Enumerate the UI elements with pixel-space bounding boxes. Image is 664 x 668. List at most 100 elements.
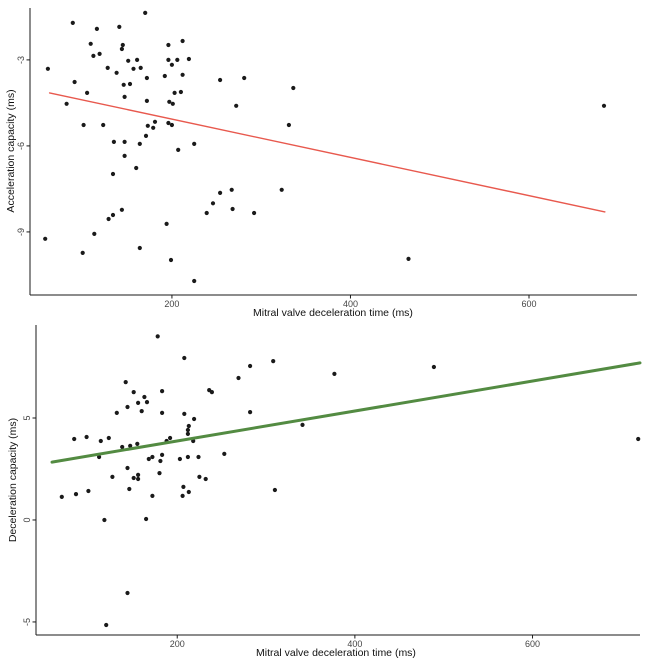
data-point (127, 486, 132, 492)
data-point (144, 400, 150, 405)
data-point (119, 207, 124, 212)
data-point (102, 517, 107, 523)
data-point (150, 493, 155, 498)
data-point (106, 216, 111, 222)
data-point (229, 187, 234, 192)
data-point (160, 389, 165, 394)
data-point (279, 187, 284, 192)
data-point (94, 26, 99, 31)
data-point (131, 390, 136, 395)
data-point (125, 590, 130, 596)
data-point (143, 10, 148, 15)
data-point (176, 147, 181, 152)
data-point (72, 79, 77, 85)
data-point (143, 133, 149, 138)
data-point (101, 122, 106, 128)
data-point (131, 66, 136, 71)
data-point (203, 476, 208, 482)
data-point (210, 201, 216, 206)
data-point (157, 471, 162, 476)
data-point (80, 250, 85, 255)
data-point (248, 363, 253, 369)
data-point (120, 42, 125, 48)
bottom-y-axis-title: Deceleration capacity (ms) (7, 417, 19, 543)
data-point (218, 190, 223, 195)
y-tick-label: -6 (16, 141, 26, 150)
data-point (136, 472, 141, 477)
data-point (175, 57, 180, 63)
y-tick-label: 5 (22, 415, 32, 421)
data-point (169, 122, 174, 128)
x-tick-label: 400 (342, 299, 358, 309)
negative-trend-line (48, 92, 606, 213)
data-point (88, 41, 93, 46)
data-point (186, 489, 191, 495)
data-point (114, 70, 119, 75)
data-point (300, 422, 305, 427)
y-tick-label: -9 (16, 227, 26, 236)
data-point (332, 371, 337, 376)
data-point (127, 81, 133, 87)
data-point (166, 120, 171, 126)
data-point (121, 82, 126, 87)
data-point (192, 278, 197, 284)
data-point (137, 141, 142, 146)
data-point (70, 20, 75, 25)
data-point (139, 409, 144, 414)
data-point (236, 375, 241, 381)
data-point (105, 65, 110, 70)
data-point (110, 474, 115, 479)
data-point (97, 51, 102, 57)
data-point (167, 99, 172, 104)
data-point (144, 516, 149, 522)
data-point (126, 58, 131, 63)
data-point (160, 452, 165, 457)
data-point (110, 171, 116, 177)
data-point (431, 364, 436, 370)
data-point (166, 57, 171, 63)
data-point (59, 494, 64, 499)
data-point (146, 456, 151, 462)
data-point (131, 475, 136, 481)
x-tick-label: 200 (169, 639, 185, 649)
data-point (180, 493, 185, 498)
data-point (72, 436, 77, 442)
data-point (114, 410, 119, 415)
data-point (106, 435, 111, 441)
data-point (122, 94, 127, 99)
data-point (160, 410, 165, 415)
data-point (178, 89, 183, 95)
data-point (180, 38, 185, 44)
data-point (182, 411, 187, 416)
data-point (119, 46, 124, 52)
data-point (123, 380, 128, 385)
data-point (98, 438, 103, 444)
data-point (234, 103, 239, 108)
data-point (185, 431, 190, 436)
data-point (169, 62, 174, 67)
y-tick-label: 0 (22, 517, 32, 523)
data-point (636, 436, 641, 442)
bottom-plot-group (32, 325, 642, 639)
data-point (158, 458, 163, 464)
data-point (197, 474, 202, 479)
data-point (185, 427, 190, 433)
data-point (172, 90, 177, 95)
data-point (177, 456, 182, 462)
data-point (601, 103, 607, 108)
x-tick-label: 600 (525, 639, 541, 649)
data-point (291, 85, 296, 91)
data-point (125, 465, 130, 471)
data-point (136, 476, 141, 482)
data-point (181, 484, 186, 489)
data-point (218, 77, 223, 83)
data-point (252, 210, 257, 216)
data-point (196, 454, 201, 460)
data-point (138, 65, 143, 70)
y-tick-label: -5 (22, 617, 32, 626)
data-point (64, 101, 69, 106)
data-point (128, 443, 133, 448)
data-point (110, 212, 116, 218)
